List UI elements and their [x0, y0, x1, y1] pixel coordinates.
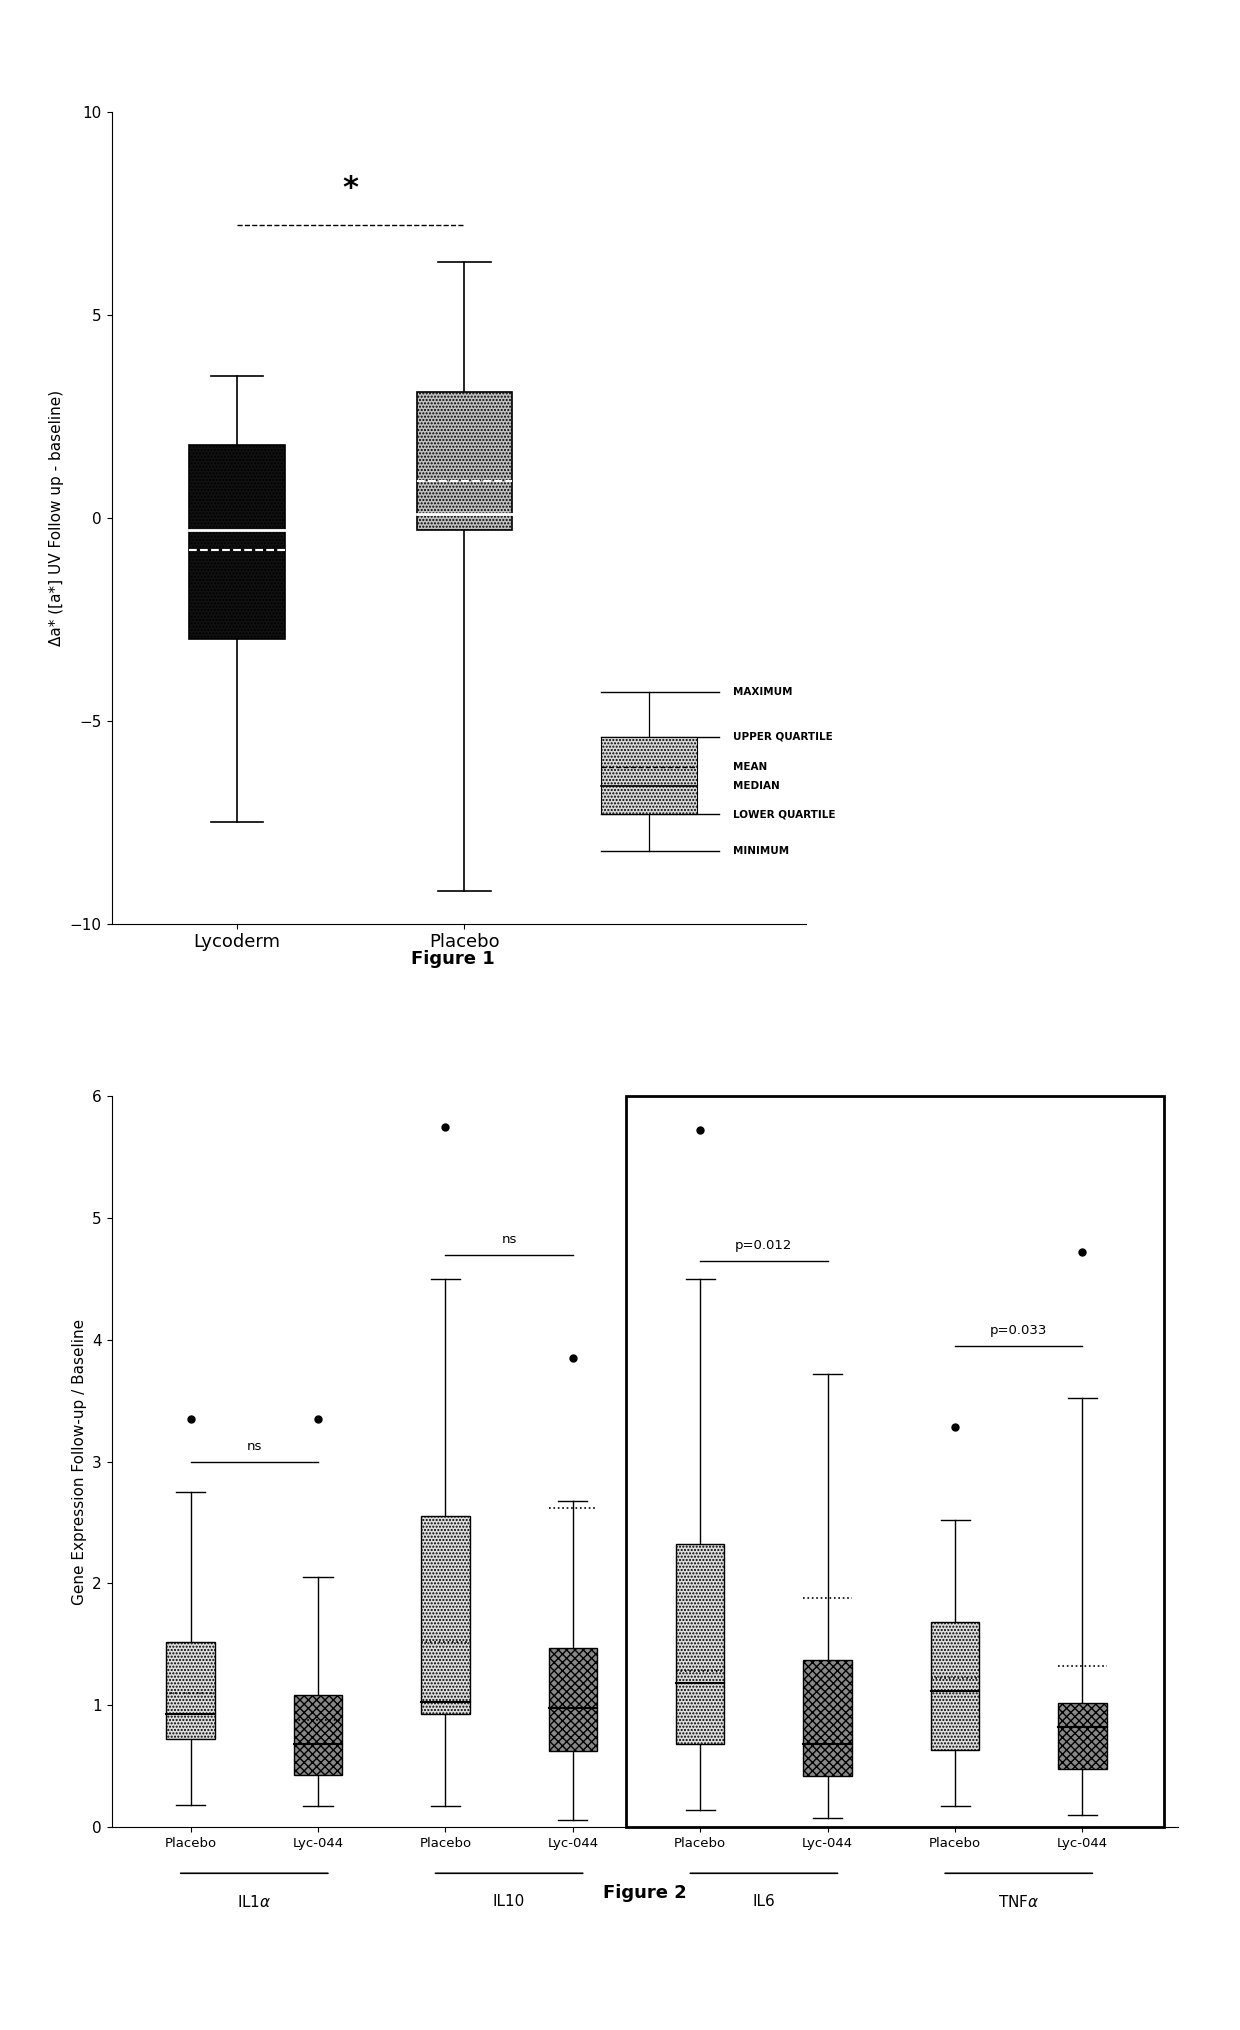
Text: p=0.033: p=0.033: [990, 1324, 1048, 1338]
Text: p=0.012: p=0.012: [735, 1238, 792, 1253]
Text: TNF$\alpha$: TNF$\alpha$: [998, 1894, 1039, 1910]
Text: IL1$\alpha$: IL1$\alpha$: [237, 1894, 272, 1910]
Text: IL10: IL10: [494, 1894, 526, 1908]
Bar: [188, 445, 285, 639]
Text: *: *: [342, 175, 358, 203]
Text: MINIMUM: MINIMUM: [733, 847, 790, 855]
Bar: [626, 1096, 1164, 1827]
Bar: [601, 737, 697, 814]
Text: MEDIAN: MEDIAN: [733, 782, 780, 790]
Bar: [804, 1661, 852, 1776]
Text: UPPER QUARTILE: UPPER QUARTILE: [733, 733, 833, 741]
Bar: [294, 1695, 342, 1774]
Text: Figure 1: Figure 1: [410, 950, 495, 968]
Text: Figure 2: Figure 2: [603, 1884, 687, 1902]
Bar: [417, 392, 512, 530]
Bar: [166, 1642, 215, 1740]
Bar: [548, 1648, 596, 1752]
Text: ns: ns: [501, 1232, 517, 1246]
Text: IL6: IL6: [753, 1894, 775, 1908]
Bar: [422, 1516, 470, 1713]
Text: ns: ns: [247, 1439, 262, 1453]
Text: MAXIMUM: MAXIMUM: [733, 688, 792, 696]
Y-axis label: Gene Expression Follow-up / Baseline: Gene Expression Follow-up / Baseline: [72, 1320, 87, 1604]
Text: MEAN: MEAN: [733, 763, 768, 771]
Bar: [676, 1545, 724, 1744]
Y-axis label: Δa* ([a*] UV Follow up - baseline): Δa* ([a*] UV Follow up - baseline): [50, 390, 64, 646]
Bar: [931, 1622, 980, 1750]
Bar: [1058, 1703, 1106, 1768]
Text: LOWER QUARTILE: LOWER QUARTILE: [733, 810, 836, 818]
